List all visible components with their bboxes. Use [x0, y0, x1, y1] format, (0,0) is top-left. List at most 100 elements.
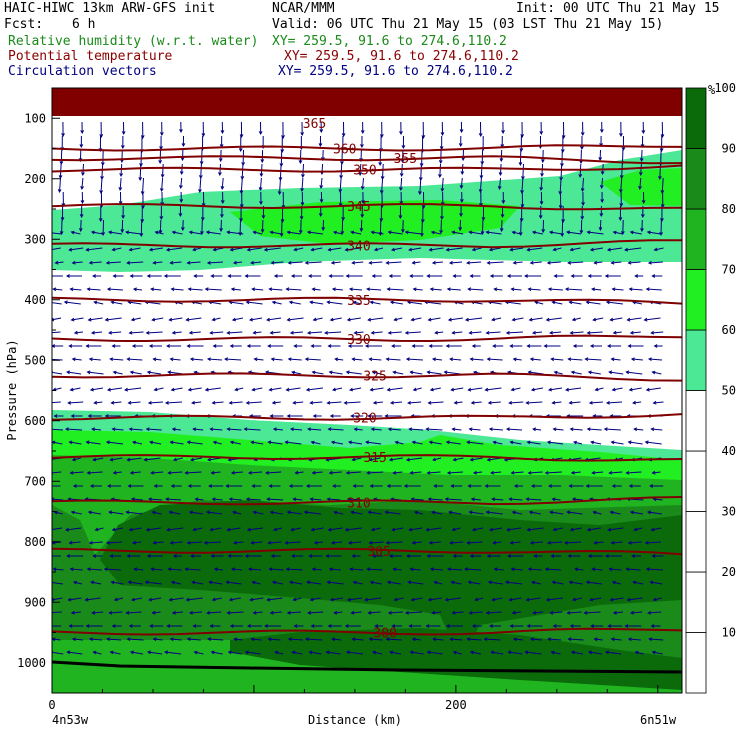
- colorbar-label: 90: [722, 142, 736, 156]
- vector-arrow: [330, 317, 342, 321]
- vector-head: [508, 497, 513, 502]
- vector-head: [187, 484, 192, 488]
- vector-head: [427, 317, 432, 322]
- vector-head: [341, 217, 346, 222]
- vector-arrow: [386, 261, 402, 264]
- vector-arrow: [550, 331, 562, 334]
- vector-head: [649, 484, 654, 488]
- vector-arrow: [547, 441, 563, 445]
- vector-arrow: [382, 163, 384, 180]
- vector-arrow: [512, 317, 524, 321]
- vector-head: [328, 567, 333, 572]
- vector-head: [569, 427, 574, 432]
- vector-head: [286, 414, 291, 418]
- vector-head: [167, 370, 172, 375]
- vector-head: [147, 400, 152, 405]
- vector-arrow: [52, 498, 64, 501]
- vector-head: [370, 527, 375, 532]
- vector-arrow: [351, 231, 362, 235]
- vector-head: [151, 317, 156, 322]
- vector-head: [252, 330, 257, 335]
- vector-head: [151, 610, 156, 615]
- vector-arrow: [634, 428, 644, 431]
- vector-head: [87, 414, 92, 418]
- vector-arrow: [604, 428, 621, 431]
- vector-head: [188, 230, 193, 235]
- vector-arrow: [73, 581, 83, 585]
- vector-arrow: [120, 163, 123, 177]
- theta-label-335: 335: [347, 294, 370, 309]
- vector-arrow: [252, 288, 264, 291]
- vector-arrow: [74, 331, 83, 334]
- vector-head: [92, 457, 97, 462]
- vector-head: [550, 554, 555, 558]
- vector-head: [385, 540, 390, 545]
- vector-head: [369, 300, 374, 305]
- vector-arrow: [111, 581, 124, 585]
- vector-head: [524, 274, 528, 278]
- vector-head: [551, 300, 556, 305]
- vector-head: [529, 260, 534, 265]
- vector-head: [126, 637, 131, 642]
- vector-head: [106, 387, 111, 392]
- theta-label-320: 320: [353, 412, 376, 427]
- vector-arrow: [113, 471, 122, 474]
- vector-head: [109, 650, 114, 655]
- vector-head: [591, 287, 596, 292]
- vector-arrow: [570, 247, 581, 251]
- vector-arrow: [532, 331, 543, 334]
- vector-head: [549, 330, 554, 335]
- vector-head: [407, 400, 412, 405]
- vector-arrow: [129, 331, 144, 334]
- vector-arrow: [412, 441, 423, 445]
- vector-head: [138, 177, 143, 182]
- colorbar-label: 10: [722, 626, 736, 640]
- vector-arrow: [631, 358, 643, 361]
- vector-head: [49, 528, 52, 531]
- vector-head: [585, 300, 590, 305]
- vector-head: [128, 247, 133, 252]
- vector-arrow: [373, 401, 383, 404]
- vector-head: [181, 143, 186, 148]
- vector-arrow: [210, 331, 224, 334]
- vector-arrow: [432, 457, 442, 461]
- vector-head: [309, 497, 314, 502]
- vector-arrow: [269, 288, 283, 291]
- vector-arrow: [547, 541, 563, 544]
- vector-head: [569, 624, 574, 628]
- vector-arrow: [610, 511, 621, 515]
- vector-head: [71, 357, 76, 362]
- vector-head: [431, 610, 436, 615]
- vector-arrow: [52, 428, 63, 431]
- vector-head: [119, 173, 124, 178]
- vector-arrow: [306, 387, 323, 391]
- vector-head: [532, 427, 537, 432]
- vector-arrow: [288, 358, 302, 361]
- vector-arrow: [428, 597, 442, 601]
- vector-arrow: [71, 231, 81, 235]
- vector-head: [371, 650, 377, 655]
- vector-head: [81, 172, 85, 177]
- vector-arrow: [611, 358, 621, 361]
- vector-arrow: [628, 441, 643, 445]
- vector-head: [226, 427, 231, 432]
- vector-head: [227, 554, 232, 558]
- vector-head: [467, 387, 472, 392]
- colorbar-cell: [685, 329, 707, 391]
- vector-head: [367, 414, 372, 418]
- vector-arrow: [52, 247, 61, 250]
- vector-head: [121, 215, 126, 220]
- vector-arrow: [207, 261, 223, 264]
- vector-head: [374, 624, 379, 628]
- vector-head: [489, 624, 493, 628]
- vector-arrow: [270, 511, 283, 515]
- vector-arrow: [405, 611, 423, 614]
- vector-arrow: [130, 371, 142, 375]
- vector-arrow: [449, 511, 462, 515]
- vector-arrow: [290, 428, 303, 431]
- vector-head: [627, 260, 632, 265]
- vector-head: [591, 567, 596, 572]
- vector-head: [344, 624, 349, 628]
- fcst-value: 6 h: [72, 17, 96, 32]
- colorbar-label: 100: [714, 81, 736, 95]
